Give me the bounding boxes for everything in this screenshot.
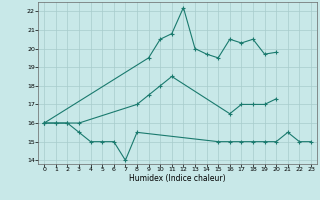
X-axis label: Humidex (Indice chaleur): Humidex (Indice chaleur) bbox=[129, 174, 226, 183]
